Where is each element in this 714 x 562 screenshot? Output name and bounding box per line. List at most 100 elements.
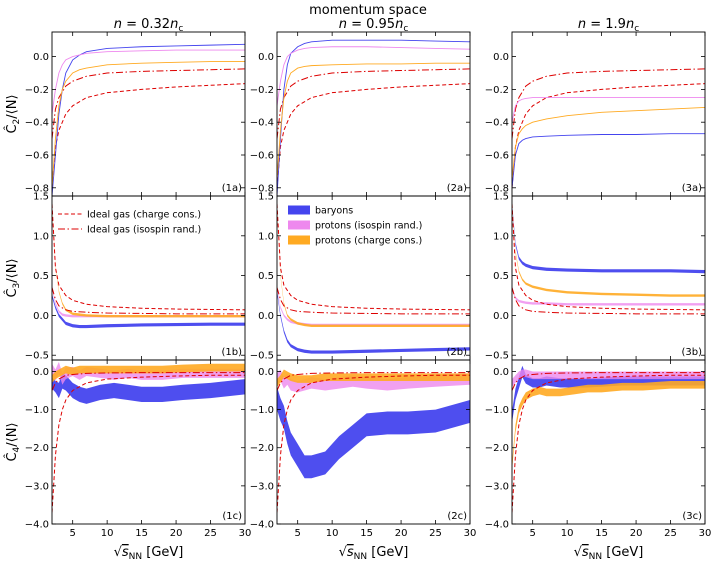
y-tick-label: 0.0: [33, 311, 49, 322]
y-tick-label: 0.0: [258, 367, 274, 378]
legend-swatch: [288, 235, 310, 245]
y-axis-label: Ĉ3/⟨N⟩: [4, 258, 22, 297]
x-tick-label: 15: [360, 528, 373, 539]
panel-2c: [277, 369, 470, 513]
panel-label: (3a): [682, 183, 702, 194]
y-tick-label: −0.8: [485, 183, 509, 194]
x-tick-label: 5: [529, 528, 535, 539]
y-tick-label: 0.0: [493, 311, 509, 322]
y-tick-label: −0.8: [25, 183, 49, 194]
line-ideal-gas-charge-cons: [52, 203, 245, 311]
y-tick-label: −0.5: [25, 351, 49, 362]
band-protons-isospin-rand: [512, 369, 705, 387]
line-protons-isospin-rand: [277, 46, 470, 106]
x-tick-label: 10: [101, 528, 114, 539]
panel-label: (2b): [446, 347, 467, 358]
line-ideal-gas-isospin-rand: [512, 68, 705, 139]
x-tick-label: 30: [464, 528, 477, 539]
y-tick-label: −3.0: [485, 481, 509, 492]
line-ideal-gas-charge-cons: [512, 374, 705, 513]
y-tick-label: 1.0: [33, 231, 49, 242]
y-tick-label: −0.2: [250, 85, 274, 96]
band-baryons: [512, 365, 705, 423]
line-ideal-gas-isospin-rand: [512, 287, 705, 315]
line-ideal-gas-charge-cons: [277, 83, 470, 188]
y-tick-label: −1.0: [250, 405, 274, 416]
line-ideal-gas-charge-cons: [277, 374, 470, 513]
panel-label: (1a): [222, 183, 242, 194]
y-tick-label: −0.6: [25, 151, 49, 162]
legend-label: baryons: [315, 206, 353, 217]
panel-label: (1b): [221, 347, 242, 358]
panel-label: (2a): [447, 183, 467, 194]
line-baryons: [512, 133, 705, 188]
x-tick-label: 5: [294, 528, 300, 539]
line-ideal-gas-isospin-rand: [277, 372, 470, 391]
band-protons-isospin-rand: [277, 286, 470, 327]
line-protons-charge-cons: [277, 62, 470, 180]
x-tick-label: 15: [595, 528, 608, 539]
line-ideal-gas-isospin-rand: [52, 372, 245, 391]
panel-label: (3b): [681, 347, 702, 358]
line-protons-isospin-rand: [512, 97, 705, 123]
panel-1a: [52, 43, 245, 196]
axes-frame: [511, 31, 706, 197]
band-baryons: [52, 293, 245, 329]
axes-frame: [511, 195, 706, 361]
figure-title: momentum space: [309, 3, 427, 18]
line-baryons: [277, 39, 470, 196]
y-tick-label: −2.0: [485, 443, 509, 454]
column-title: n = 0.95nc: [339, 17, 409, 34]
y-tick-label: −4.0: [485, 520, 509, 531]
text-layer: momentum space −0.8 −0.6 −0.4 −0.2 0.0 (1a) −0…: [4, 3, 711, 562]
line-ideal-gas-isospin-rand: [277, 287, 470, 315]
y-tick-label: 0.0: [33, 367, 49, 378]
axes-frame: [51, 359, 246, 525]
y-axis-label: Ĉ2/⟨N⟩: [4, 94, 22, 133]
line-ideal-gas-isospin-rand: [52, 287, 245, 315]
band-baryons: [277, 289, 470, 354]
y-tick-label: −0.6: [250, 151, 274, 162]
x-tick-label: 20: [170, 528, 183, 539]
axes-frame: [511, 359, 706, 525]
y-tick-label: −0.6: [485, 151, 509, 162]
legend-swatch: [288, 220, 310, 230]
line-ideal-gas-charge-cons: [512, 203, 705, 311]
panel-3c: [512, 365, 705, 513]
axes-frame: [276, 31, 471, 197]
band-baryons: [52, 373, 245, 404]
legend-label: Ideal gas (charge cons.): [87, 210, 201, 221]
y-tick-label: 1.5: [33, 192, 49, 203]
column-title: n = 0.32nc: [114, 17, 184, 34]
x-tick-label: 30: [699, 528, 712, 539]
y-tick-label: 0.0: [33, 52, 49, 63]
y-tick-label: −0.8: [250, 183, 274, 194]
x-tick-label: 15: [135, 528, 148, 539]
line-ideal-gas-charge-cons: [512, 83, 705, 188]
y-tick-label: 1.5: [493, 192, 509, 203]
y-tick-label: −3.0: [25, 481, 49, 492]
x-tick-label: 25: [664, 528, 677, 539]
x-tick-label: 30: [239, 528, 252, 539]
y-tick-label: −0.2: [25, 85, 49, 96]
y-tick-label: −0.4: [25, 118, 49, 129]
y-tick-label: 1.0: [258, 231, 274, 242]
y-tick-label: 0.5: [493, 271, 509, 282]
x-tick-label: 5: [69, 528, 75, 539]
y-tick-label: −4.0: [25, 520, 49, 531]
y-tick-label: −0.4: [485, 118, 509, 129]
y-tick-label: 0.0: [493, 52, 509, 63]
plot-layer: [51, 31, 706, 525]
panel-1b: [52, 202, 245, 329]
panel-label: (1c): [222, 511, 242, 522]
y-tick-label: −0.4: [250, 118, 274, 129]
x-tick-label: 25: [429, 528, 442, 539]
line-ideal-gas-isospin-rand: [512, 372, 705, 391]
y-tick-label: −0.5: [250, 351, 274, 362]
y-tick-label: 1.5: [258, 192, 274, 203]
y-tick-label: −1.0: [25, 405, 49, 416]
y-axis-label: Ĉ4/⟨N⟩: [4, 422, 22, 461]
line-protons-charge-cons: [52, 61, 245, 188]
y-tick-label: −4.0: [250, 520, 274, 531]
axes-frame: [51, 31, 246, 197]
